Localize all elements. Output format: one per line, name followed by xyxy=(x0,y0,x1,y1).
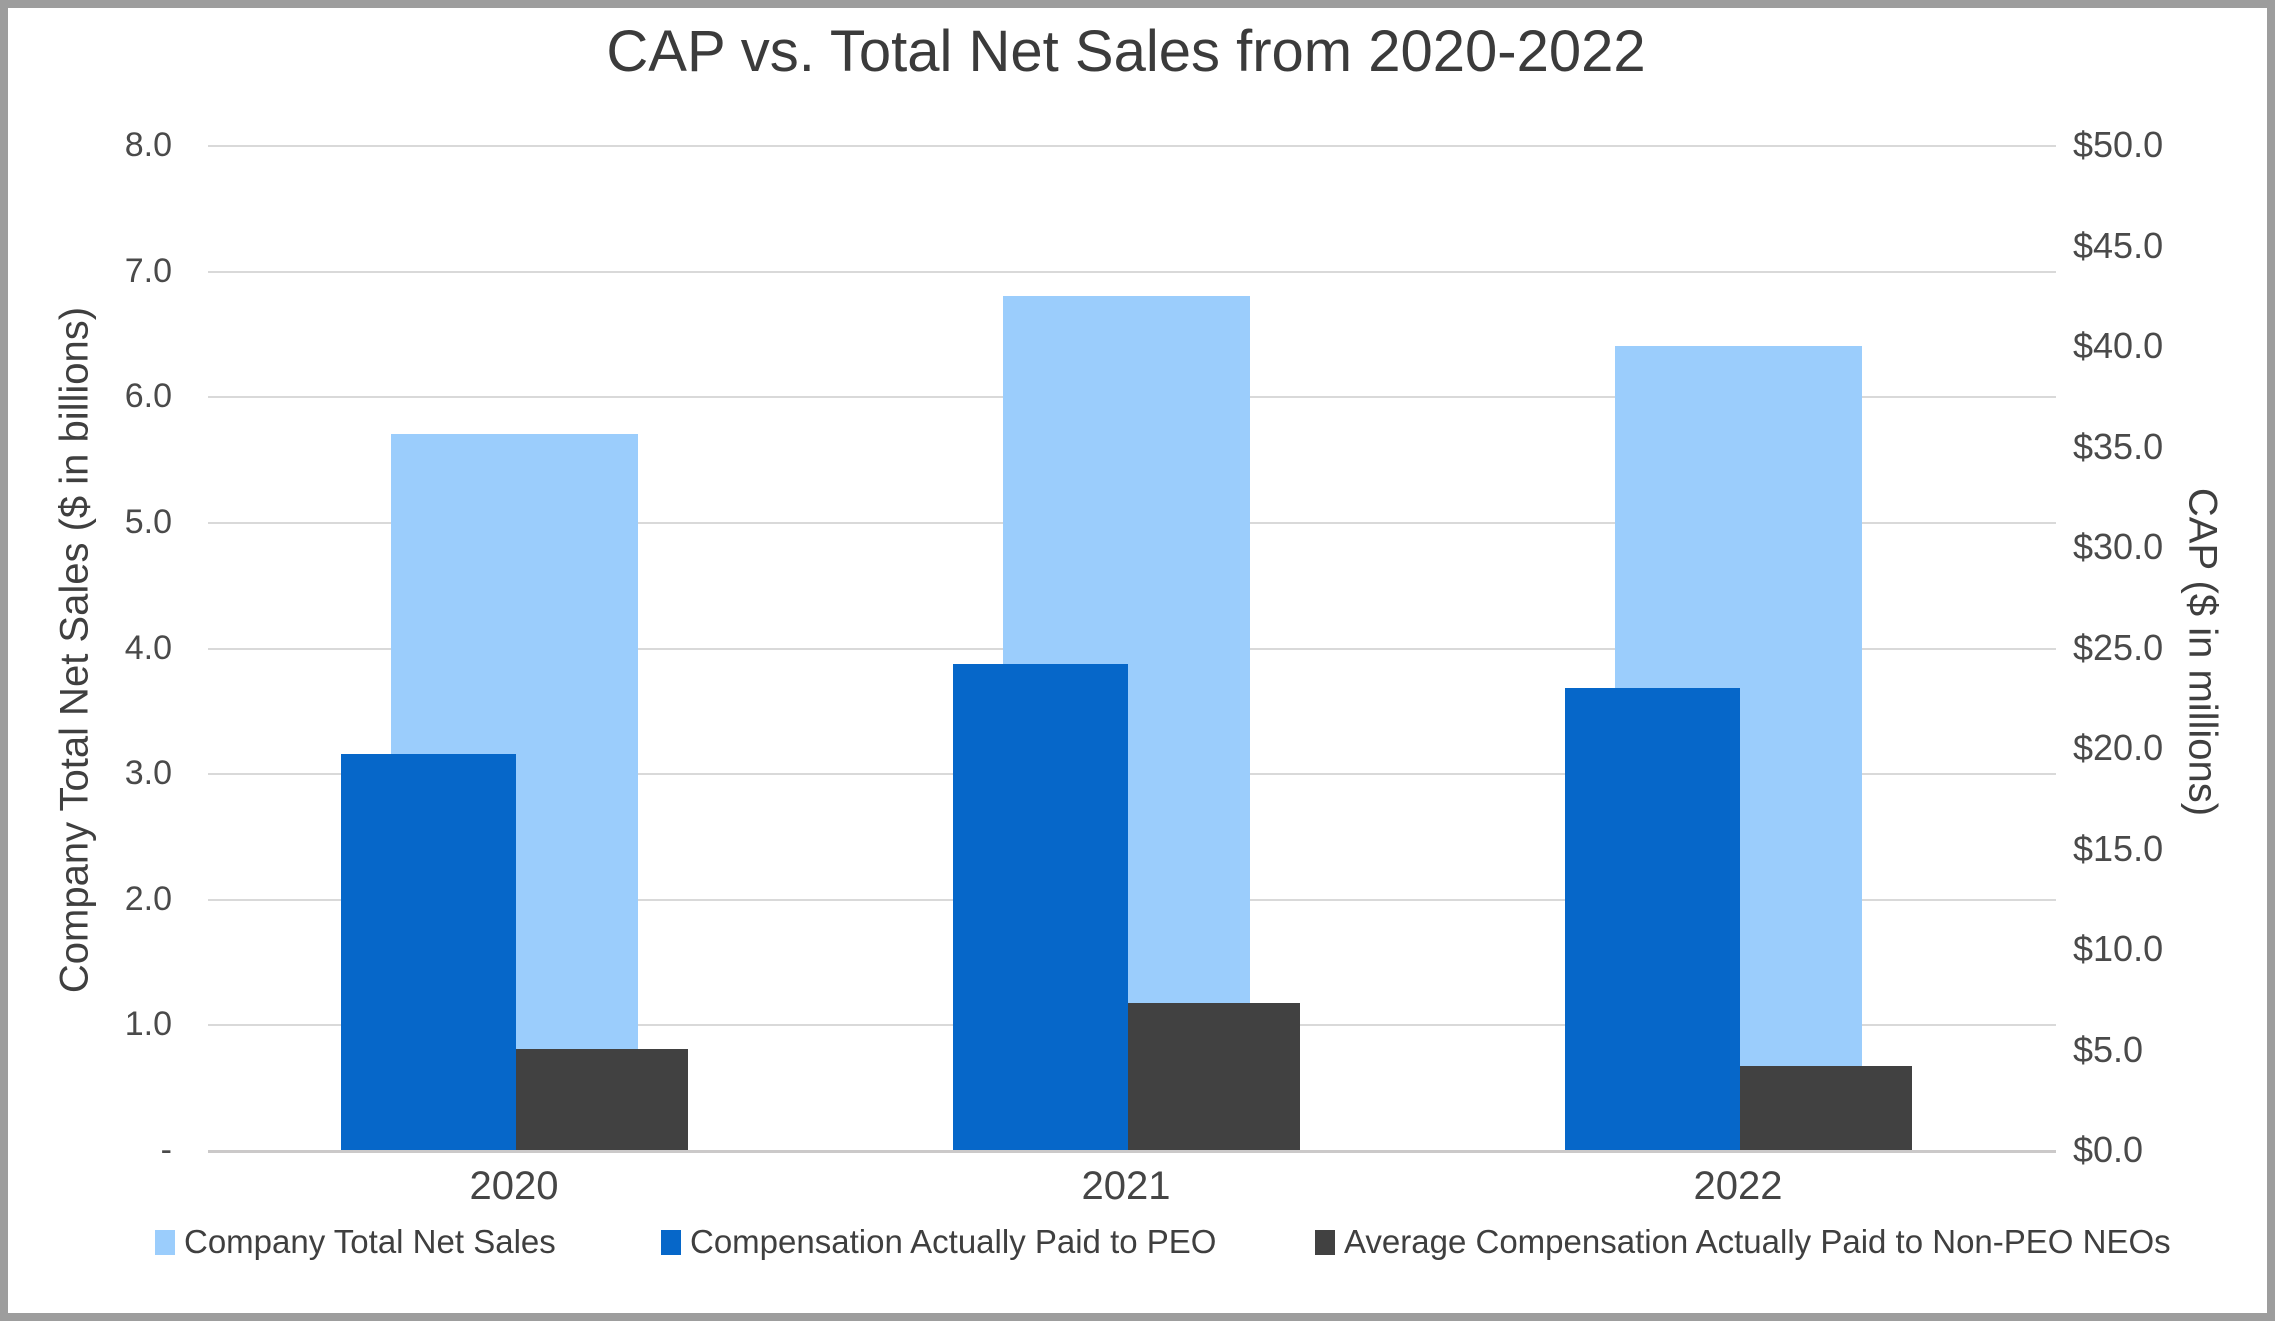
right-axis-tick-label: $5.0 xyxy=(2073,1029,2144,1070)
right-axis-tick-label: $25.0 xyxy=(2073,627,2164,668)
legend-swatch-icon xyxy=(661,1229,681,1255)
right-axis-tick-label: $15.0 xyxy=(2073,828,2164,869)
bar-series3-2022 xyxy=(1740,1066,1912,1150)
x-axis-line xyxy=(208,1150,2056,1153)
left-axis-tick-label: 7.0 xyxy=(124,252,172,290)
right-axis-title: CAP ($ in millions) xyxy=(2180,487,2225,817)
gridline xyxy=(208,271,2056,273)
right-axis-tick-label: $35.0 xyxy=(2073,426,2164,467)
legend-label: Company Total Net Sales xyxy=(184,1223,556,1260)
bar-series2-2020 xyxy=(341,754,516,1150)
x-axis-label-2022: 2022 xyxy=(1693,1164,1783,1208)
right-axis-tick-label: $40.0 xyxy=(2073,325,2164,366)
chart-title: CAP vs. Total Net Sales from 2020-2022 xyxy=(606,19,1646,84)
right-axis-tick-label: $30.0 xyxy=(2073,526,2164,567)
right-axis-tick-label: $20.0 xyxy=(2073,727,2164,768)
right-axis-tick-label: $0.0 xyxy=(2073,1129,2144,1170)
legend-item: Company Total Net Sales xyxy=(155,1222,556,1262)
right-axis-tick-label: $10.0 xyxy=(2073,928,2164,969)
legend-label: Average Compensation Actually Paid to No… xyxy=(1344,1223,2171,1260)
left-axis-tick-label: 8.0 xyxy=(124,126,172,164)
legend-item: Average Compensation Actually Paid to No… xyxy=(1315,1222,2171,1262)
bar-series3-2020 xyxy=(516,1049,688,1150)
left-axis-tick-label: 2.0 xyxy=(124,880,172,918)
legend-swatch-icon xyxy=(1315,1229,1335,1255)
bar-series3-2021 xyxy=(1128,1003,1300,1150)
bar-series2-2021 xyxy=(953,664,1128,1150)
gridline xyxy=(208,145,2056,147)
legend-label: Compensation Actually Paid to PEO xyxy=(690,1223,1217,1260)
left-axis-tick-label: 3.0 xyxy=(124,754,172,792)
x-axis-label-2021: 2021 xyxy=(1081,1164,1171,1208)
left-axis-tick-label: 5.0 xyxy=(124,503,172,541)
legend-item: Compensation Actually Paid to PEO xyxy=(661,1222,1216,1262)
x-axis-label-2020: 2020 xyxy=(469,1164,559,1208)
left-axis-tick-label: 4.0 xyxy=(124,629,172,667)
right-axis-tick-label: $50.0 xyxy=(2073,124,2164,165)
bar-series2-2022 xyxy=(1565,688,1740,1150)
left-axis-tick-label: 1.0 xyxy=(124,1005,172,1043)
legend-swatch-icon xyxy=(155,1229,175,1255)
left-axis-tick-label: 6.0 xyxy=(124,377,172,415)
left-axis-tick-label: - xyxy=(160,1131,172,1169)
right-axis-tick-label: $45.0 xyxy=(2073,225,2164,266)
